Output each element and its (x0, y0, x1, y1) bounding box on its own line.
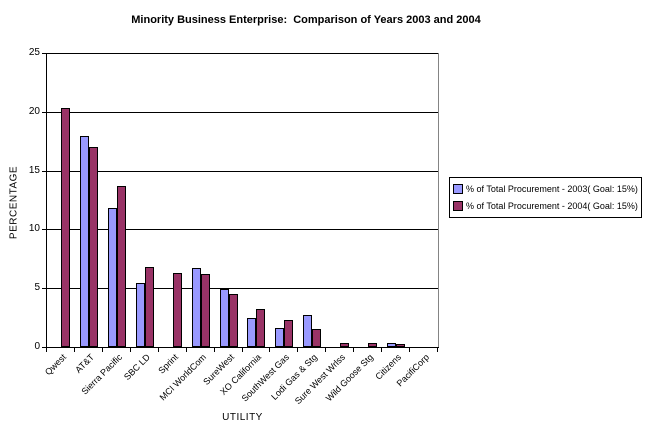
legend-swatch-2004 (453, 201, 463, 211)
bar-2003-surewest (220, 289, 229, 347)
x-tick-10 (325, 348, 326, 352)
x-tick-11 (353, 348, 354, 352)
x-tick-2 (102, 348, 103, 352)
x-axis-title: UTILITY (222, 412, 263, 423)
bar-2003-mci-worldcom (192, 268, 201, 347)
bar-2004-qwest (61, 108, 70, 347)
bar-2003-southwest-gas (275, 328, 284, 347)
y-tick-0 (42, 347, 47, 348)
x-tick-3 (130, 348, 131, 352)
bar-2003-at-t (80, 136, 89, 347)
bar-2004-xo-california (256, 309, 265, 347)
bar-2004-sierra-pacific (117, 186, 126, 347)
y-tick-label-5: 5 (34, 282, 40, 293)
gridline-15 (47, 171, 438, 172)
gridline-25 (47, 53, 438, 54)
bar-2004-sprint (173, 273, 182, 347)
x-tick-0 (46, 348, 47, 352)
y-tick-label-15: 15 (28, 165, 40, 176)
bar-2004-citizens (396, 344, 405, 347)
plot-right-border (438, 53, 439, 347)
y-tick-label-25: 25 (28, 47, 40, 58)
x-tick-1 (74, 348, 75, 352)
y-tick-label-0: 0 (34, 341, 40, 352)
x-tick-7 (242, 348, 243, 352)
y-tick-5 (42, 288, 47, 289)
bar-2003-sierra-pacific (108, 208, 117, 347)
chart-title: Minority Business Enterprise: Comparison… (131, 14, 481, 26)
gridline-20 (47, 112, 438, 113)
x-tick-9 (297, 348, 298, 352)
x-tick-8 (269, 348, 270, 352)
x-tick-13 (409, 348, 410, 352)
gridline-5 (47, 288, 438, 289)
y-tick-15 (42, 171, 47, 172)
bar-2003-xo-california (247, 318, 256, 347)
y-tick-label-10: 10 (28, 223, 40, 234)
legend-entry-2003: % of Total Procurement - 2003( Goal: 15%… (453, 184, 638, 194)
bar-2003-sbc-ld (136, 283, 145, 347)
bar-2004-lodi-gas-stg (312, 329, 321, 347)
legend-entry-2004: % of Total Procurement - 2004( Goal: 15%… (453, 201, 638, 211)
x-tick-14 (437, 348, 438, 352)
legend-swatch-2003 (453, 184, 463, 194)
gridline-10 (47, 229, 438, 230)
bar-2004-at-t (89, 147, 98, 347)
x-tick-5 (186, 348, 187, 352)
legend-label-2004: % of Total Procurement - 2004( Goal: 15%… (466, 201, 638, 211)
x-tick-4 (158, 348, 159, 352)
x-tick-6 (214, 348, 215, 352)
x-tick-12 (381, 348, 382, 352)
y-tick-10 (42, 229, 47, 230)
legend-label-2003: % of Total Procurement - 2003( Goal: 15%… (466, 184, 638, 194)
bar-2004-southwest-gas (284, 320, 293, 347)
y-tick-20 (42, 112, 47, 113)
bar-2003-lodi-gas-stg (303, 315, 312, 347)
bar-2004-mci-worldcom (201, 274, 210, 347)
y-tick-25 (42, 53, 47, 54)
y-axis-line (46, 53, 47, 348)
bar-2004-wild-goose-stg (368, 343, 377, 347)
legend: % of Total Procurement - 2003( Goal: 15%… (449, 177, 642, 218)
bar-2004-surewest (229, 294, 238, 347)
bar-2004-sure-west-wrlss (340, 343, 349, 347)
bar-2003-citizens (387, 343, 396, 347)
x-axis-line (46, 347, 439, 348)
bar-2004-sbc-ld (145, 267, 154, 347)
y-tick-label-20: 20 (28, 106, 40, 117)
